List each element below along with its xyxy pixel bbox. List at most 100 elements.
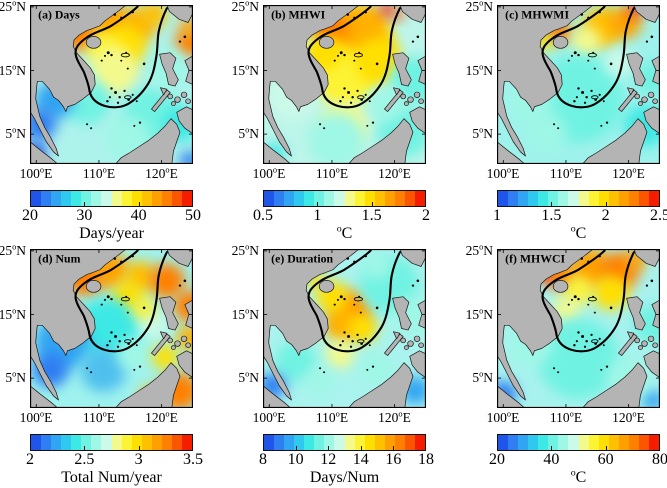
colorbar-unit: Days/year: [79, 225, 144, 242]
colorbar-tick-label: 80: [652, 451, 667, 468]
lat-tick-label: 15oN: [231, 62, 259, 78]
colorbar-d: [30, 434, 193, 451]
colorbar-tick-label: 8: [259, 451, 267, 468]
land-mindoro: [627, 331, 635, 340]
colorbar-tick-label: 1: [493, 207, 501, 224]
land-taiwan: [633, 249, 660, 267]
land-sumatra: [30, 141, 59, 164]
lat-tick-label: 15oN: [0, 62, 26, 78]
colorbar-segment: [598, 191, 609, 206]
land-mindanao: [643, 350, 660, 379]
panel-title: (b) MHWI: [271, 9, 326, 22]
land-luzon: [626, 52, 646, 87]
basin-contour: [541, 249, 635, 353]
colorbar-segment: [141, 191, 152, 206]
colorbar-a: [30, 190, 193, 207]
panel-b: (b) MHWI 25oN 15oN 5oN 100oE 110oE 120oE 0.5 1 1…: [232, 0, 455, 244]
colorbar-tickmark: [138, 446, 140, 450]
lon-tick-label: 120oE: [378, 409, 411, 425]
map-e: (e) Duration: [263, 249, 426, 408]
land-mindoro: [393, 87, 401, 96]
colorbar-segment: [364, 191, 375, 206]
colorbar-segment: [31, 191, 42, 206]
colorbar-segment: [304, 435, 315, 450]
land-sumatra: [263, 141, 292, 164]
panel-a: (a) Days 25oN 15oN 5oN 100oE 110oE 120oE 20 30 4…: [0, 0, 222, 244]
colorbar-segment: [314, 435, 325, 450]
colorbar-segment: [31, 435, 42, 450]
map-b: (b) MHWI: [263, 5, 426, 164]
colorbar-segment: [294, 191, 305, 206]
colorbar-tick-label: 2.5: [74, 451, 95, 468]
colorbar-segment: [518, 435, 529, 450]
colorbar-segment: [284, 435, 295, 450]
lat-tick-label: 25oN: [0, 242, 26, 258]
basin-contour: [74, 249, 168, 353]
colorbar-segment: [334, 435, 345, 450]
land-mindoro: [160, 87, 168, 96]
reef-specks: [552, 10, 654, 130]
colorbar-unit: Days/Num: [309, 469, 380, 486]
lon-tick-label: 100oE: [252, 165, 286, 181]
land-hainan: [85, 280, 102, 293]
colorbar-segment: [41, 435, 52, 450]
land-palawan: [618, 333, 638, 356]
basin-contour: [307, 5, 401, 109]
colorbar-segment: [71, 435, 82, 450]
map-area-c: (c) MHWMI: [497, 5, 660, 164]
land-palawan: [618, 89, 638, 112]
colorbar-segment: [364, 435, 375, 450]
colorbar-tickmark: [295, 446, 297, 450]
colorbar-tick-label: 16: [385, 451, 402, 468]
lat-tick-label: 15oN: [465, 306, 493, 322]
panel-title: (a) Days: [38, 9, 80, 22]
lat-tick-label: 5oN: [472, 125, 493, 141]
colorbar-segment: [558, 191, 569, 206]
colorbar-segment: [628, 435, 639, 450]
land-mindoro: [627, 87, 635, 96]
colorbar-segment: [638, 435, 649, 450]
panel-title: (c) MHWMI: [505, 9, 569, 22]
colorbar-segment: [588, 191, 599, 206]
colorbar-tickmark: [371, 202, 373, 206]
colorbar-segment: [344, 191, 355, 206]
land-main: [30, 5, 127, 157]
colorbar-segment: [394, 191, 405, 206]
map-area-f: (f) MHWCI: [497, 249, 660, 408]
land-mindanao: [643, 106, 660, 135]
lon-tick-label: 110oE: [315, 165, 349, 181]
colorbar-tick-label: 40: [543, 451, 560, 468]
colorbar-segment: [538, 191, 549, 206]
panel-title: (f) MHWCI: [505, 253, 565, 266]
colorbar-segment: [344, 435, 355, 450]
colorbar-segment: [101, 191, 112, 206]
lon-tick-label: 100oE: [486, 165, 520, 181]
map-f: (f) MHWCI: [497, 249, 660, 408]
colorbar-segment: [61, 191, 72, 206]
lat-tick-label: 25oN: [0, 0, 26, 14]
colorbar-segment: [518, 191, 529, 206]
land-mindanao: [409, 350, 426, 379]
lon-tick-label: 110oE: [549, 165, 583, 181]
colorbar-segment: [394, 435, 405, 450]
colorbar-segment: [131, 435, 142, 450]
map-area-b: (b) MHWI: [263, 5, 426, 164]
colorbar-segment: [384, 191, 395, 206]
colorbar-segment: [548, 435, 559, 450]
colorbar-tickmark: [328, 446, 330, 450]
colorbar-segment: [558, 435, 569, 450]
colorbar-segment: [274, 435, 285, 450]
lat-tick-label: 5oN: [238, 369, 259, 385]
colorbar-segment: [608, 435, 619, 450]
lon-tick-label: 100oE: [252, 409, 286, 425]
colorbar-unit: Total Num/year: [61, 469, 162, 486]
colorbar-segment: [151, 435, 162, 450]
colorbar-tickmark: [551, 446, 553, 450]
colorbar-unit: oC: [336, 223, 353, 242]
colorbar-segment: [161, 191, 172, 206]
colorbar-tickmark: [84, 202, 86, 206]
colorbar-tick-label: 2: [601, 207, 610, 224]
land-taiwan: [166, 249, 193, 267]
colorbar-tick-label: 30: [76, 207, 93, 224]
colorbar-tick-label: 18: [418, 451, 434, 468]
